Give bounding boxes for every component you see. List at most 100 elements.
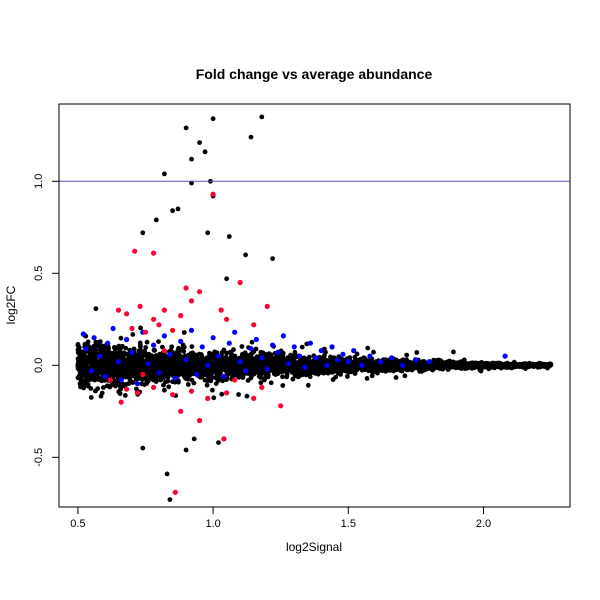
data-point	[134, 386, 139, 392]
data-point	[186, 370, 192, 376]
data-point	[85, 382, 91, 387]
blue-point	[161, 333, 167, 339]
data-point	[370, 360, 376, 365]
data-point	[362, 356, 368, 361]
red-point	[197, 417, 203, 424]
data-point	[245, 378, 251, 383]
data-point	[250, 369, 256, 375]
data-point	[326, 358, 331, 364]
data-point	[229, 370, 235, 376]
blue-point	[297, 353, 303, 359]
red-point	[151, 250, 157, 256]
data-point	[176, 345, 182, 351]
data-point	[137, 340, 143, 346]
data-point	[213, 365, 219, 371]
data-point	[235, 367, 241, 373]
blue-point	[334, 357, 341, 363]
data-point	[300, 372, 305, 378]
data-point	[198, 352, 204, 357]
data-point	[156, 360, 161, 365]
data-point	[123, 382, 129, 387]
data-point	[138, 348, 144, 353]
blue-point	[351, 348, 357, 354]
data-point	[254, 367, 260, 372]
data-point	[207, 370, 213, 376]
data-point	[132, 358, 138, 363]
data-point	[393, 357, 399, 363]
data-point	[259, 114, 265, 120]
x-tick-label: 2.0	[476, 518, 491, 530]
red-point	[118, 399, 124, 405]
y-tick-label: 0.5	[33, 266, 45, 281]
blue-point	[205, 362, 211, 368]
data-point	[181, 349, 187, 354]
red-point	[161, 307, 167, 313]
data-point	[78, 354, 84, 360]
red-point	[278, 403, 284, 409]
data-point	[193, 352, 198, 358]
data-point	[166, 384, 172, 390]
data-point	[364, 376, 370, 381]
blue-point	[188, 327, 195, 333]
blue-point	[302, 364, 308, 370]
data-point	[420, 361, 425, 367]
data-point	[79, 365, 85, 371]
data-point	[290, 376, 296, 382]
blue-point	[129, 349, 135, 355]
blue-point	[91, 335, 97, 341]
data-point	[88, 395, 94, 400]
data-point	[414, 364, 420, 370]
red-point	[172, 489, 178, 495]
data-point	[261, 361, 266, 367]
data-point	[107, 365, 113, 371]
data-point	[500, 363, 506, 369]
red-point	[183, 285, 189, 291]
data-point	[545, 362, 551, 368]
chart-title: Fold change vs average abundance	[196, 66, 433, 82]
data-point	[289, 370, 295, 375]
data-point	[151, 354, 156, 360]
blue-point	[378, 359, 384, 365]
blue-point	[286, 360, 292, 367]
red-point	[151, 316, 157, 322]
red-point	[124, 311, 130, 317]
data-point	[156, 339, 161, 344]
red-point	[251, 322, 257, 328]
blue-point	[145, 360, 151, 367]
blue-point	[264, 366, 270, 372]
data-point	[393, 375, 399, 380]
data-point	[299, 344, 305, 350]
data-point	[315, 371, 321, 377]
blue-point	[340, 351, 346, 357]
data-point	[84, 377, 90, 383]
data-point	[383, 368, 389, 374]
data-point	[345, 374, 350, 379]
data-point	[81, 371, 86, 376]
data-point	[320, 358, 325, 364]
data-point	[365, 345, 371, 351]
data-point	[440, 366, 446, 372]
blue-point	[118, 377, 124, 383]
data-point	[312, 368, 318, 374]
blue-point	[102, 373, 108, 379]
data-point	[183, 447, 189, 453]
data-point	[355, 358, 361, 363]
blue-point	[318, 348, 324, 354]
red-point	[188, 298, 195, 304]
data-point	[258, 380, 264, 386]
data-point	[303, 356, 309, 362]
data-point	[141, 365, 147, 371]
data-point	[291, 363, 297, 369]
blue-point	[307, 340, 313, 346]
data-point	[249, 351, 255, 357]
blue-point	[232, 329, 238, 335]
data-point	[532, 363, 537, 369]
data-point	[105, 361, 110, 366]
data-point	[462, 364, 468, 369]
y-tick-label: 1.0	[33, 174, 45, 189]
data-point	[136, 369, 142, 375]
data-point	[256, 373, 262, 379]
blue-point	[243, 368, 249, 374]
data-point	[404, 352, 410, 358]
blue-point	[105, 340, 111, 346]
